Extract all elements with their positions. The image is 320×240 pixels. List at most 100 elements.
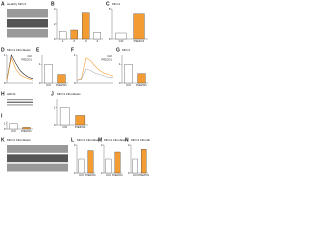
x-tick-label: 2 [73, 39, 75, 43]
x-tick-label: PIEZO1 [56, 83, 67, 87]
bar [124, 64, 133, 84]
x-tick-label: Ctrl [11, 129, 16, 133]
y-tick-label: 0 [109, 37, 111, 41]
y-tick-label: 1 [119, 62, 121, 66]
blot-band [7, 19, 48, 28]
bar [132, 158, 138, 174]
bar [78, 158, 85, 174]
panel-label: H [1, 91, 5, 97]
x-tick-label: PIEZO1 [112, 173, 123, 177]
x-tick-label: Ctrl [62, 125, 67, 129]
panel-title: MFC1 Fibroblasts [131, 138, 150, 142]
panel-title: siRNA [7, 92, 16, 96]
x-tick-label: 1 [62, 39, 64, 43]
y-tick-label: 1 [4, 121, 6, 125]
blot-band [7, 101, 33, 103]
y-tick-label: 1 [4, 53, 6, 57]
bar [93, 32, 101, 40]
bar [115, 32, 127, 40]
panel-title: MFC1 Fibroblasts [77, 138, 101, 142]
bar [22, 127, 31, 130]
panel-label: J [51, 91, 54, 97]
y-tick-label: 0 [119, 81, 121, 85]
x-tick-label: PIEZO1 [21, 129, 32, 133]
bar [9, 123, 18, 130]
blot-band [7, 9, 48, 18]
bar [70, 29, 78, 40]
y-tick-label: 2 [101, 143, 103, 147]
bar [141, 149, 147, 174]
panel-label: M [98, 137, 102, 143]
bar [82, 12, 90, 40]
panel-label: E [36, 47, 40, 53]
bar [133, 13, 145, 40]
y-tick-label: 0 [4, 81, 6, 85]
y-tick-label: 0 [39, 81, 41, 85]
panel-label: I [1, 113, 3, 119]
panel-label: A [1, 1, 5, 7]
line-series [6, 56, 34, 81]
panel-label: F [71, 47, 74, 53]
panel-title: MFC1 Fibroblasts [57, 92, 81, 96]
panel-label: C [106, 1, 110, 7]
blot-band [7, 104, 33, 106]
x-tick-label: Ctrl [46, 83, 51, 87]
y-tick-label: 2 [74, 143, 76, 147]
y-tick-label: 1 [54, 105, 56, 109]
x-tick-label: Ctrl [126, 83, 131, 87]
x-tick-label: PIEZO1 [134, 39, 145, 43]
y-tick-label: 0 [4, 127, 6, 131]
y-tick-label: 0 [54, 37, 56, 41]
panel-title: MFC1 [122, 48, 130, 52]
x-tick-label: PIEZO1 [85, 173, 96, 177]
x-tick-label: Ctrl [119, 39, 124, 43]
x-tick-label: Ctrl [79, 173, 84, 177]
blot-band [7, 154, 68, 163]
legend-entry: PIEZO1 [101, 57, 112, 61]
line-series [6, 54, 34, 81]
panel-label: K [1, 137, 5, 143]
x-tick-label: PIEZO1 [136, 83, 147, 87]
line-series [76, 68, 113, 81]
y-tick-label: 1 [74, 53, 76, 57]
bar [57, 74, 66, 84]
y-tick-label: 0 [74, 171, 76, 175]
x-tick-label: Ctrl [106, 173, 111, 177]
panel-title: MFC1 Fibroblasts [104, 138, 128, 142]
y-tick-label: 5 [109, 7, 111, 11]
panel-label: L [71, 137, 74, 143]
panel-title: Healthy MFC1 [7, 2, 27, 6]
blot-band [7, 163, 68, 172]
panel-title: MFC1 Fibroblasts [7, 48, 31, 52]
x-tick-label: PIEZO1 [138, 173, 149, 177]
y-tick-label: 0 [128, 171, 130, 175]
legend-entry: Ctrl [27, 54, 32, 58]
x-tick-label: 3 [85, 39, 87, 43]
panel-title: MFC1 Fibroblasts [7, 138, 31, 142]
y-tick-label: 1 [39, 62, 41, 66]
panel-label: D [1, 47, 5, 53]
blot-band [7, 29, 48, 38]
bar [105, 158, 112, 174]
panel-label: B [51, 1, 55, 7]
blot-band [7, 145, 68, 153]
y-tick-label: 2 [128, 143, 130, 147]
y-tick-label: 2 [54, 22, 56, 26]
bar [114, 151, 121, 174]
line-series [76, 57, 114, 81]
bar [75, 115, 86, 126]
blot-band [7, 99, 33, 101]
x-tick-label: 4 [96, 39, 98, 43]
bar [87, 150, 94, 174]
bar [59, 31, 67, 40]
panel-label: N [125, 137, 129, 143]
panel-label: G [116, 47, 120, 53]
legend-entry: Ctrl [107, 54, 112, 58]
x-tick-label: PIEZO1 [75, 125, 86, 129]
legend-entry: PIEZO1 [21, 57, 32, 61]
bar [59, 107, 70, 126]
y-tick-label: 0 [54, 123, 56, 127]
y-tick-label: 0 [101, 171, 103, 175]
bar [137, 73, 146, 84]
